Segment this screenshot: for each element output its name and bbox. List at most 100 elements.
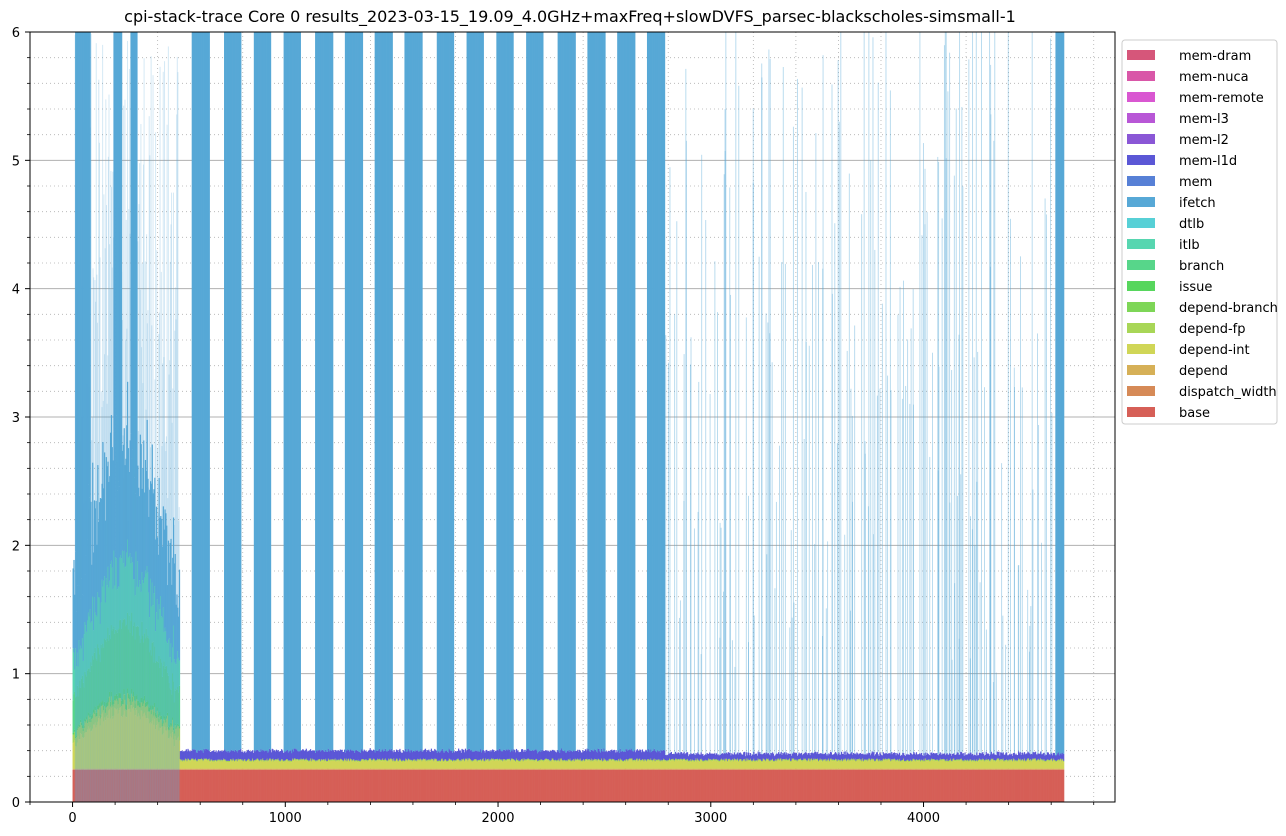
- area-branch: [101, 648, 103, 702]
- area-issue: [168, 727, 170, 731]
- area-depend: [562, 768, 564, 770]
- area-depend: [312, 768, 314, 770]
- area-dispatch_width: [443, 769, 445, 770]
- area-ifetch: [349, 32, 351, 752]
- area-dispatch_width: [480, 769, 482, 770]
- area-issue: [86, 716, 88, 720]
- area-dispatch_width: [98, 769, 101, 770]
- area-issue: [144, 695, 146, 701]
- area-dispatch_width: [581, 769, 583, 770]
- area-branch: [156, 661, 158, 708]
- area-mem-l1d: [446, 751, 449, 761]
- area-base: [382, 769, 384, 802]
- area-mem-l1d: [589, 751, 592, 761]
- area-depend-int: [178, 736, 180, 769]
- area-depend: [344, 768, 347, 770]
- area-depend: [379, 768, 381, 770]
- area-depend-fp: [615, 760, 617, 762]
- area-mem-l1d: [372, 750, 374, 760]
- area-issue: [154, 702, 156, 707]
- area-dispatch_width: [279, 769, 281, 770]
- area-depend-int: [547, 760, 549, 769]
- area-mem-l1d: [615, 750, 617, 761]
- area-depend: [488, 768, 490, 770]
- area-ifetch: [84, 574, 86, 622]
- area-depend-int: [411, 761, 413, 769]
- area-depend: [637, 768, 639, 770]
- area-depend-int: [87, 726, 90, 769]
- area-itlb: [110, 560, 113, 626]
- area-depend-int: [657, 760, 659, 769]
- area-depend: [437, 768, 439, 770]
- area-mem-l1d: [524, 751, 526, 760]
- area-depend-fp: [103, 710, 105, 722]
- area-dispatch_width: [475, 769, 477, 770]
- area-depend-fp: [611, 759, 613, 762]
- area-ifetch: [331, 32, 333, 751]
- area-itlb: [143, 583, 145, 643]
- area-depend-int: [117, 713, 119, 769]
- area-dispatch_width: [201, 769, 203, 770]
- area-dispatch_width: [492, 769, 495, 770]
- area-depend-fp: [404, 760, 406, 763]
- area-ifetch: [118, 486, 120, 587]
- area-base: [235, 769, 237, 802]
- area-mem-l1d: [532, 750, 534, 760]
- area-mem-l1d: [542, 749, 544, 760]
- area-depend: [608, 768, 610, 770]
- area-dispatch_width: [431, 769, 433, 770]
- area-depend: [399, 768, 401, 770]
- area-depend: [606, 768, 609, 770]
- area-base: [441, 769, 444, 802]
- area-base: [135, 769, 137, 802]
- area-depend-fp: [561, 758, 563, 760]
- area-depend-int: [275, 760, 278, 769]
- area-depend-fp: [439, 760, 441, 762]
- area-dispatch_width: [618, 769, 621, 770]
- area-depend-fp: [433, 760, 435, 762]
- area-depend-int: [451, 761, 453, 769]
- area-mem-l1d: [416, 750, 418, 761]
- area-ifetch: [572, 32, 575, 751]
- area-base: [320, 769, 322, 802]
- area-ifetch: [505, 32, 507, 751]
- area-dispatch_width: [338, 769, 340, 770]
- area-dispatch_width: [160, 769, 162, 770]
- area-dispatch_width: [288, 769, 290, 770]
- area-base: [352, 769, 354, 802]
- area-base: [368, 769, 370, 802]
- area-depend-int: [581, 761, 583, 769]
- area-depend: [266, 768, 268, 770]
- area-issue: [133, 695, 136, 701]
- area-depend-int: [429, 760, 431, 769]
- area-base: [316, 769, 318, 802]
- area-base: [158, 769, 160, 802]
- area-depend-int: [461, 760, 463, 769]
- area-depend: [147, 768, 149, 770]
- area-depend-fp: [121, 704, 124, 717]
- area-depend-int: [316, 761, 318, 769]
- area-base: [238, 769, 240, 802]
- area-ifetch: [469, 32, 471, 749]
- area-depend-int: [322, 760, 324, 769]
- area-depend-int: [373, 760, 375, 769]
- area-depend-fp: [648, 759, 650, 761]
- area-depend: [374, 768, 376, 770]
- area-mem-l1d: [623, 751, 625, 761]
- area-base: [532, 769, 535, 802]
- area-depend: [125, 768, 127, 770]
- area-dispatch_width: [478, 769, 480, 770]
- area-base: [340, 769, 342, 802]
- area-issue: [84, 718, 86, 722]
- area-ifetch: [498, 32, 500, 751]
- area-mem-l1d: [436, 752, 438, 761]
- area-mem-l1d: [489, 750, 491, 760]
- area-depend-fp: [181, 759, 183, 761]
- area-dispatch_width: [527, 769, 530, 770]
- area-ifetch: [104, 520, 107, 603]
- area-base: [293, 769, 296, 802]
- area-base: [137, 769, 139, 802]
- area-mem-l1d: [204, 750, 206, 759]
- area-mem-l1d: [649, 752, 651, 760]
- area-issue: [120, 693, 122, 699]
